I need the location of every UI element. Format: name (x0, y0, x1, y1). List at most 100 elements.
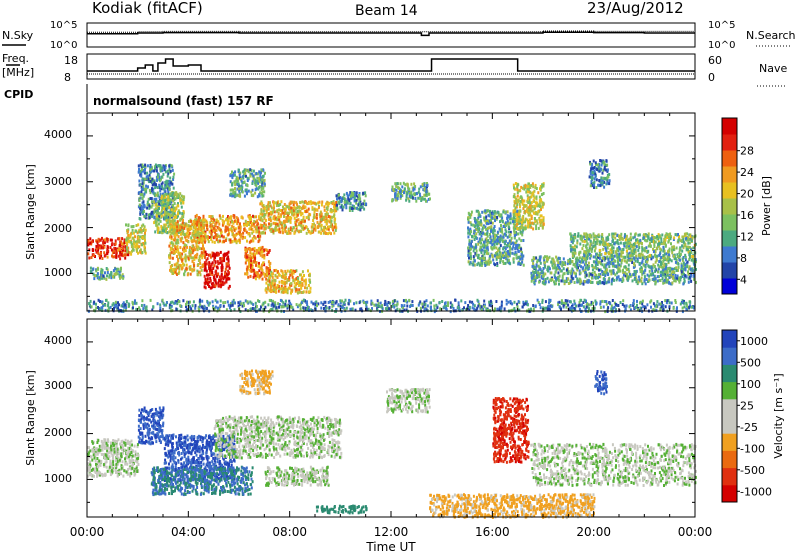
scatter-cell (180, 226, 183, 230)
scatter-cell (493, 215, 496, 218)
scatter-cell (507, 244, 510, 248)
scatter-cell (268, 279, 271, 283)
scatter-cell (498, 250, 501, 254)
scatter-cell (531, 182, 534, 186)
scatter-cell (480, 234, 483, 238)
scatter-cell (355, 191, 358, 195)
scatter-cell (313, 222, 315, 226)
scatter-cell (296, 202, 298, 206)
scatter-cell (258, 177, 261, 181)
scatter-cell (118, 244, 121, 247)
scatter-cell (123, 238, 126, 242)
scatter-cell (512, 220, 514, 224)
scatter-cell (531, 264, 534, 268)
scatter-cell (96, 272, 99, 276)
scatter-cell (410, 195, 413, 199)
scatter-cell (284, 228, 287, 232)
scatter-cell (326, 227, 329, 231)
scatter-cell (687, 272, 690, 276)
scatter-cell (318, 230, 321, 234)
scatter-cell (94, 255, 96, 258)
noise-search-line (87, 30, 696, 33)
scatter-cell (151, 215, 154, 219)
scatter-cell (181, 198, 184, 202)
scatter-cell (403, 187, 406, 191)
scatter-cell (163, 226, 166, 230)
scatter-cell (467, 228, 470, 232)
scatter-cell (284, 207, 287, 211)
scatter-cell (332, 214, 335, 218)
scatter-cell (533, 265, 536, 269)
scatter-cell (161, 208, 163, 212)
scatter-cell (213, 218, 216, 222)
scatter-cell (513, 204, 516, 208)
scatter-cell (535, 224, 538, 228)
scatter-cell (502, 260, 505, 264)
scatter-cell (142, 236, 145, 240)
scatter-cell (261, 277, 264, 281)
scatter-cell (244, 229, 247, 232)
scatter-cell (295, 219, 298, 223)
scatter-cell (151, 203, 154, 207)
scatter-cell (263, 206, 266, 210)
scatter-cell (220, 274, 223, 278)
scatter-cell (541, 201, 544, 205)
scatter-cell (218, 275, 221, 279)
scatter-cell (524, 220, 527, 224)
scatter-cell (665, 276, 667, 280)
scatter-cell (391, 188, 394, 192)
scatter-cell (553, 260, 556, 264)
scatter-cell (285, 211, 288, 215)
scatter-cell (574, 274, 577, 278)
scatter-cell (491, 212, 494, 216)
scatter-cell (538, 195, 541, 199)
scatter-cell (622, 278, 625, 282)
scatter-cell (171, 220, 174, 224)
scatter-cell (255, 230, 258, 234)
noise-tick-bottom-left: 10^0 (50, 40, 77, 51)
scatter-cell (231, 176, 234, 180)
scatter-cell (491, 243, 494, 247)
scatter-cell (155, 169, 158, 173)
scatter-cell (499, 229, 502, 233)
scatter-cell (323, 225, 326, 229)
scatter-cell (246, 176, 249, 180)
scatter-cell (671, 267, 674, 271)
scatter-cell (280, 214, 282, 218)
scatter-cell (690, 268, 693, 272)
scatter-cell (168, 256, 171, 260)
scatter-cell (277, 272, 280, 276)
scatter-cell (317, 225, 320, 228)
scatter-cell (161, 229, 164, 232)
scatter-cell (318, 200, 321, 204)
scatter-cell (467, 220, 470, 224)
scatter-cell (210, 226, 213, 230)
scatter-cell (286, 291, 289, 295)
scatter-cell (214, 280, 217, 284)
scatter-cell (501, 251, 504, 255)
scatter-cell (482, 240, 485, 244)
scatter-cell (117, 248, 119, 252)
scatter-cell (193, 239, 196, 243)
scatter-cell (261, 186, 264, 190)
scatter-cell (176, 229, 179, 233)
scatter-cell (472, 257, 475, 261)
scatter-cell (227, 250, 230, 254)
scatter-cell (659, 279, 662, 282)
scatter-cell (685, 275, 688, 279)
scatter-cell (601, 270, 604, 273)
scatter-cell (262, 261, 265, 265)
scatter-cell (307, 214, 310, 218)
scatter-cell (538, 218, 541, 222)
scatter-cell (101, 268, 104, 272)
scatter-cell (205, 219, 208, 223)
scatter-cell (585, 262, 587, 266)
scatter-cell (576, 256, 579, 260)
scatter-cell (410, 182, 413, 186)
scatter-cell (243, 228, 246, 231)
scatter-cell (237, 239, 240, 243)
scatter-cell (145, 213, 148, 216)
scatter-cell (323, 228, 326, 232)
scatter-cell (504, 210, 507, 214)
scatter-cell (563, 272, 566, 276)
